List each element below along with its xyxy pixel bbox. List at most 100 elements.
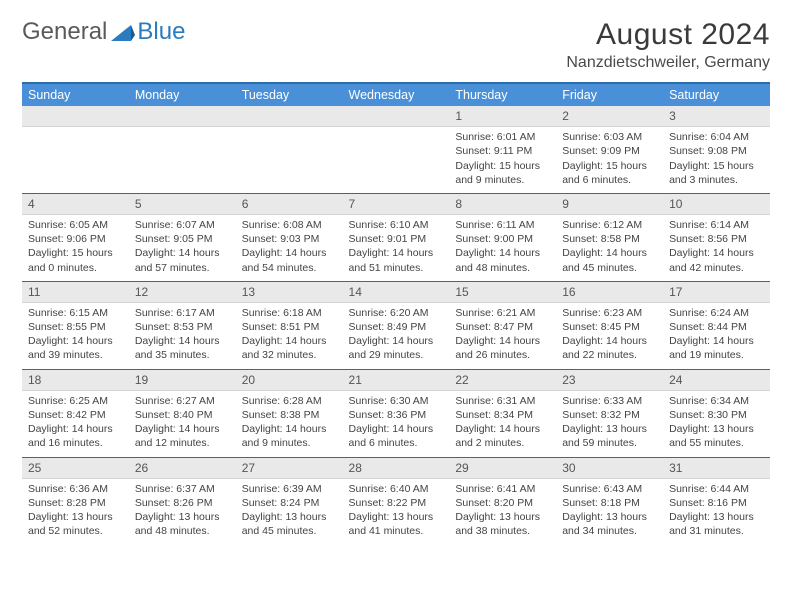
day-details [22, 127, 129, 187]
sunrise-text: Sunrise: 6:27 AM [135, 394, 230, 408]
day-number: 7 [343, 194, 450, 215]
calendar-week-row: 11Sunrise: 6:15 AMSunset: 8:55 PMDayligh… [22, 281, 770, 369]
calendar-day-cell: 5Sunrise: 6:07 AMSunset: 9:05 PMDaylight… [129, 193, 236, 281]
day-number: 11 [22, 282, 129, 303]
calendar-day-cell: 17Sunrise: 6:24 AMSunset: 8:44 PMDayligh… [663, 281, 770, 369]
day-details: Sunrise: 6:27 AMSunset: 8:40 PMDaylight:… [129, 391, 236, 457]
calendar-table: SundayMondayTuesdayWednesdayThursdayFrid… [22, 82, 770, 544]
sunset-text: Sunset: 8:18 PM [562, 496, 657, 510]
daylight-text: Daylight: 14 hours and 48 minutes. [455, 246, 550, 274]
daylight-text: Daylight: 14 hours and 45 minutes. [562, 246, 657, 274]
day-number: 30 [556, 458, 663, 479]
day-number: 22 [449, 370, 556, 391]
day-details: Sunrise: 6:05 AMSunset: 9:06 PMDaylight:… [22, 215, 129, 281]
calendar-day-cell: 4Sunrise: 6:05 AMSunset: 9:06 PMDaylight… [22, 193, 129, 281]
day-number: 25 [22, 458, 129, 479]
sunset-text: Sunset: 9:09 PM [562, 144, 657, 158]
sunset-text: Sunset: 9:06 PM [28, 232, 123, 246]
day-number: 24 [663, 370, 770, 391]
sunrise-text: Sunrise: 6:41 AM [455, 482, 550, 496]
daylight-text: Daylight: 14 hours and 19 minutes. [669, 334, 764, 362]
calendar-day-cell: 19Sunrise: 6:27 AMSunset: 8:40 PMDayligh… [129, 369, 236, 457]
day-number: 29 [449, 458, 556, 479]
sunrise-text: Sunrise: 6:12 AM [562, 218, 657, 232]
calendar-day-cell: 29Sunrise: 6:41 AMSunset: 8:20 PMDayligh… [449, 457, 556, 544]
day-number: 9 [556, 194, 663, 215]
logo: General Blue [22, 18, 185, 46]
daylight-text: Daylight: 14 hours and 12 minutes. [135, 422, 230, 450]
daylight-text: Daylight: 14 hours and 35 minutes. [135, 334, 230, 362]
sunset-text: Sunset: 8:55 PM [28, 320, 123, 334]
day-details [129, 127, 236, 187]
sunset-text: Sunset: 8:32 PM [562, 408, 657, 422]
sunrise-text: Sunrise: 6:28 AM [242, 394, 337, 408]
calendar-day-cell [129, 106, 236, 193]
sunset-text: Sunset: 8:45 PM [562, 320, 657, 334]
calendar-day-cell: 1Sunrise: 6:01 AMSunset: 9:11 PMDaylight… [449, 106, 556, 193]
location-text: Nanzdietschweiler, Germany [566, 54, 770, 72]
day-details: Sunrise: 6:37 AMSunset: 8:26 PMDaylight:… [129, 479, 236, 545]
sunrise-text: Sunrise: 6:01 AM [455, 130, 550, 144]
daylight-text: Daylight: 13 hours and 31 minutes. [669, 510, 764, 538]
sunrise-text: Sunrise: 6:08 AM [242, 218, 337, 232]
daylight-text: Daylight: 15 hours and 0 minutes. [28, 246, 123, 274]
day-details: Sunrise: 6:21 AMSunset: 8:47 PMDaylight:… [449, 303, 556, 369]
day-number: 12 [129, 282, 236, 303]
sunrise-text: Sunrise: 6:11 AM [455, 218, 550, 232]
day-details: Sunrise: 6:41 AMSunset: 8:20 PMDaylight:… [449, 479, 556, 545]
day-details: Sunrise: 6:28 AMSunset: 8:38 PMDaylight:… [236, 391, 343, 457]
day-details: Sunrise: 6:36 AMSunset: 8:28 PMDaylight:… [22, 479, 129, 545]
sunset-text: Sunset: 8:28 PM [28, 496, 123, 510]
day-details: Sunrise: 6:40 AMSunset: 8:22 PMDaylight:… [343, 479, 450, 545]
sunset-text: Sunset: 8:20 PM [455, 496, 550, 510]
sunrise-text: Sunrise: 6:37 AM [135, 482, 230, 496]
day-number: 13 [236, 282, 343, 303]
day-number [22, 106, 129, 127]
day-details: Sunrise: 6:14 AMSunset: 8:56 PMDaylight:… [663, 215, 770, 281]
daylight-text: Daylight: 13 hours and 41 minutes. [349, 510, 444, 538]
sunset-text: Sunset: 8:24 PM [242, 496, 337, 510]
calendar-day-cell: 16Sunrise: 6:23 AMSunset: 8:45 PMDayligh… [556, 281, 663, 369]
day-number: 8 [449, 194, 556, 215]
calendar-header-row: SundayMondayTuesdayWednesdayThursdayFrid… [22, 83, 770, 106]
calendar-day-cell: 28Sunrise: 6:40 AMSunset: 8:22 PMDayligh… [343, 457, 450, 544]
daylight-text: Daylight: 15 hours and 6 minutes. [562, 159, 657, 187]
column-header: Thursday [449, 83, 556, 106]
sunset-text: Sunset: 8:16 PM [669, 496, 764, 510]
day-number: 18 [22, 370, 129, 391]
daylight-text: Daylight: 13 hours and 55 minutes. [669, 422, 764, 450]
day-number [236, 106, 343, 127]
calendar-day-cell: 23Sunrise: 6:33 AMSunset: 8:32 PMDayligh… [556, 369, 663, 457]
column-header: Monday [129, 83, 236, 106]
column-header: Sunday [22, 83, 129, 106]
sunrise-text: Sunrise: 6:39 AM [242, 482, 337, 496]
day-details: Sunrise: 6:12 AMSunset: 8:58 PMDaylight:… [556, 215, 663, 281]
calendar-day-cell [22, 106, 129, 193]
day-number: 20 [236, 370, 343, 391]
logo-triangle-icon [111, 23, 135, 41]
sunrise-text: Sunrise: 6:05 AM [28, 218, 123, 232]
column-header: Wednesday [343, 83, 450, 106]
calendar-day-cell: 20Sunrise: 6:28 AMSunset: 8:38 PMDayligh… [236, 369, 343, 457]
sunset-text: Sunset: 8:56 PM [669, 232, 764, 246]
sunset-text: Sunset: 8:34 PM [455, 408, 550, 422]
sunset-text: Sunset: 8:49 PM [349, 320, 444, 334]
day-details: Sunrise: 6:30 AMSunset: 8:36 PMDaylight:… [343, 391, 450, 457]
sunrise-text: Sunrise: 6:43 AM [562, 482, 657, 496]
logo-text-general: General [22, 18, 107, 46]
calendar-day-cell: 8 Sunrise: 6:11 AMSunset: 9:00 PMDaylight… [449, 193, 556, 281]
sunrise-text: Sunrise: 6:34 AM [669, 394, 764, 408]
day-details: Sunrise: 6:04 AMSunset: 9:08 PMDaylight:… [663, 127, 770, 193]
sunset-text: Sunset: 9:00 PM [455, 232, 550, 246]
daylight-text: Daylight: 15 hours and 3 minutes. [669, 159, 764, 187]
day-details: Sunrise: 6:39 AMSunset: 8:24 PMDaylight:… [236, 479, 343, 545]
day-details: Sunrise: 6:20 AMSunset: 8:49 PMDaylight:… [343, 303, 450, 369]
day-number: 21 [343, 370, 450, 391]
page-title: August 2024 [566, 18, 770, 52]
logo-text-blue: Blue [137, 18, 185, 46]
daylight-text: Daylight: 15 hours and 9 minutes. [455, 159, 550, 187]
day-number: 15 [449, 282, 556, 303]
day-number: 6 [236, 194, 343, 215]
calendar-week-row: 4Sunrise: 6:05 AMSunset: 9:06 PMDaylight… [22, 193, 770, 281]
calendar-day-cell: 9Sunrise: 6:12 AMSunset: 8:58 PMDaylight… [556, 193, 663, 281]
